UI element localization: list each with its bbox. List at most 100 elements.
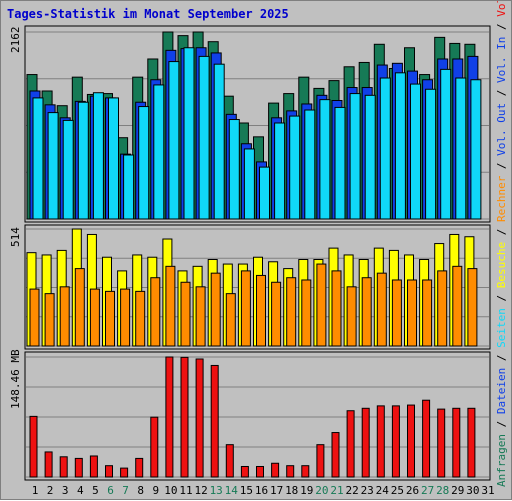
bar-seiten-day-9	[153, 84, 165, 220]
x-tick-label: 10	[164, 484, 177, 497]
bar-volumen-day-23	[361, 407, 370, 478]
bar-volumen-day-1	[29, 415, 38, 478]
legend-entry: Anfragen	[495, 434, 508, 487]
bar-rechner-day-28	[437, 270, 448, 347]
bar-seiten-day-15	[243, 148, 255, 220]
bar-rechner-day-27	[422, 279, 433, 347]
bar-seiten-day-11	[183, 47, 195, 220]
x-tick-label: 29	[451, 484, 464, 497]
bar-rechner-day-25	[391, 279, 402, 347]
bar-seiten-day-27	[425, 88, 437, 220]
x-axis-labels: 1 2 3 4 5 6 7 8 9 10 11 12 13 14 15 16 17 18 19 20 21 22 23 24 2…	[32, 484, 495, 497]
x-tick-label: 5	[92, 484, 99, 497]
bar-seiten-day-13	[213, 63, 225, 220]
bar-volumen-day-20	[316, 444, 325, 478]
legend-entry: Vol. In	[495, 37, 508, 83]
bar-rechner-day-30	[467, 268, 478, 347]
bar-rechner-day-23	[361, 277, 372, 347]
bar-rechner-day-26	[407, 279, 417, 347]
legend-entry: /	[495, 414, 508, 434]
bar-rechner-day-3	[59, 286, 70, 347]
bar-seiten-day-29	[455, 77, 467, 220]
bar-volumen-day-3	[59, 456, 68, 478]
chart-title: Tages-Statistik im Monat September 2025	[7, 7, 289, 21]
bar-rechner-day-10	[165, 265, 176, 347]
x-tick-label: 4	[77, 484, 84, 497]
x-tick-label: 1	[32, 484, 39, 497]
bar-seiten-day-12	[198, 55, 210, 220]
x-tick-label: 7	[122, 484, 129, 497]
legend-entry: /	[495, 83, 508, 103]
x-tick-label: 31	[481, 484, 494, 497]
bar-seiten-day-19	[304, 109, 316, 220]
legend-entry: Volumen	[495, 1, 508, 17]
bar-rechner-day-8	[135, 290, 146, 347]
bar-rechner-day-11	[180, 281, 191, 347]
bar-rechner-day-1	[29, 288, 40, 347]
x-tick-label: 17	[270, 484, 283, 497]
x-tick-label: 26	[406, 484, 419, 497]
bar-rechner-day-12	[195, 286, 206, 347]
x-tick-label: 23	[361, 484, 374, 497]
y-max-label-volume: 148.46 MB	[9, 349, 22, 409]
bar-rechner-day-29	[452, 265, 463, 347]
x-tick-label: 3	[62, 484, 69, 497]
bar-seiten-day-5	[92, 92, 104, 220]
bar-volumen-day-25	[391, 405, 400, 478]
bar-rechner-day-6	[105, 290, 115, 347]
y-max-label-requests: 2162	[9, 27, 22, 54]
bar-volumen-day-18	[286, 465, 295, 478]
bar-volumen-day-28	[437, 408, 446, 478]
legend-entry: /	[495, 222, 508, 242]
x-tick-label: 21	[330, 484, 343, 497]
bar-seiten-day-28	[440, 68, 452, 220]
bar-seiten-day-25	[394, 72, 406, 220]
x-tick-label: 27	[421, 484, 434, 497]
x-tick-label: 6	[107, 484, 114, 497]
legend-entry: Rechner	[495, 175, 508, 222]
x-tick-label: 14	[225, 484, 239, 497]
x-tick-label: 24	[376, 484, 390, 497]
bar-volumen-day-8	[135, 457, 144, 478]
bar-rechner-day-5	[89, 288, 100, 347]
bar-seiten-day-2	[47, 112, 59, 220]
bar-volumen-day-24	[376, 405, 385, 478]
bar-seiten-day-4	[77, 101, 89, 220]
bar-seiten-day-6	[108, 97, 119, 220]
bar-seiten-day-24	[379, 77, 391, 220]
y-max-label-visits: 514	[9, 227, 22, 247]
x-tick-label: 28	[436, 484, 449, 497]
bar-rechner-day-4	[74, 268, 85, 347]
bar-volumen-day-22	[346, 410, 355, 478]
x-tick-label: 19	[300, 484, 313, 497]
legend-entry: /	[495, 17, 508, 37]
bar-volumen-day-19	[301, 465, 310, 478]
bar-volumen-day-16	[256, 465, 264, 478]
bar-seiten-day-26	[410, 83, 421, 220]
bar-volumen-day-15	[240, 465, 249, 478]
bar-rechner-day-19	[301, 279, 312, 347]
bar-volumen-day-7	[120, 467, 129, 478]
bar-volumen-day-4	[74, 457, 83, 478]
bar-volumen-day-9	[150, 416, 159, 478]
side-legend: Anfragen / Dateien / Seiten / Besuche / …	[495, 1, 508, 487]
bar-seiten-day-22	[349, 93, 361, 220]
bar-seiten-day-30	[470, 79, 482, 220]
x-tick-label: 9	[152, 484, 159, 497]
bar-seiten-day-14	[228, 119, 240, 220]
bar-seiten-day-1	[32, 97, 44, 220]
bar-seiten-day-8	[138, 106, 150, 220]
x-tick-label: 12	[194, 484, 207, 497]
bar-volumen-day-29	[452, 407, 461, 478]
x-tick-label: 11	[179, 484, 192, 497]
bar-volumen-day-2	[44, 451, 53, 478]
bar-rechner-day-15	[240, 270, 251, 347]
bar-rechner-day-21	[331, 270, 342, 347]
bar-seiten-day-23	[364, 94, 376, 220]
bar-volumen-day-30	[467, 407, 476, 478]
x-tick-label: 25	[391, 484, 404, 497]
bar-seiten-day-20	[319, 99, 331, 220]
bar-rechner-day-13	[210, 272, 221, 347]
bar-volumen-day-5	[89, 455, 98, 478]
